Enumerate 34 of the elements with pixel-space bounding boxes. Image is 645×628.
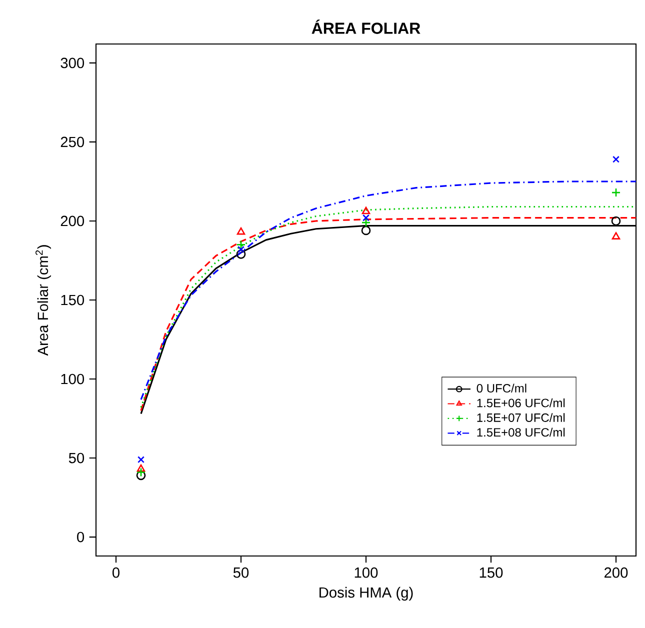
point — [236, 240, 246, 250]
chart-title: ÁREA FOLIAR — [312, 20, 420, 34]
point — [136, 468, 146, 477]
point — [138, 456, 144, 464]
point — [611, 188, 621, 198]
x-tick-label: 100 — [354, 567, 378, 578]
x-tick-label: 0 — [112, 567, 120, 578]
point — [612, 156, 620, 163]
y-tick-label: 200 — [60, 216, 84, 226]
y-tick-label: 100 — [61, 374, 84, 384]
x-tick-label: 50 — [233, 567, 249, 578]
point — [136, 464, 146, 472]
point — [236, 250, 246, 259]
y-tick-label: 250 — [60, 136, 84, 148]
y-tick-label: 50 — [68, 452, 84, 464]
point — [361, 218, 371, 228]
legend-label: 1.5E+08 UFC/ml — [477, 428, 565, 437]
legend-label: 1.5E+06 UFC/ml — [477, 398, 565, 408]
point — [362, 206, 370, 214]
point — [362, 214, 370, 222]
y-axis-title: Area Foliar (cm$^{2}$) — [35, 245, 51, 356]
y-tick-label: 0 — [77, 532, 84, 542]
point — [612, 232, 620, 240]
legend-label: 0 UFC/ml — [476, 384, 526, 393]
y-tick-label: 150 — [61, 294, 84, 306]
point — [361, 226, 371, 236]
point — [236, 227, 246, 235]
x-axis-title: Dosis HMA (g) — [320, 586, 413, 601]
point — [611, 216, 621, 226]
y-tick-label: 300 — [60, 58, 84, 68]
x-tick-label: 200 — [604, 567, 628, 578]
legend-label: 1.5E+07 UFC/ml — [477, 413, 565, 422]
x-tick-label: 150 — [480, 567, 503, 578]
point — [238, 246, 244, 253]
